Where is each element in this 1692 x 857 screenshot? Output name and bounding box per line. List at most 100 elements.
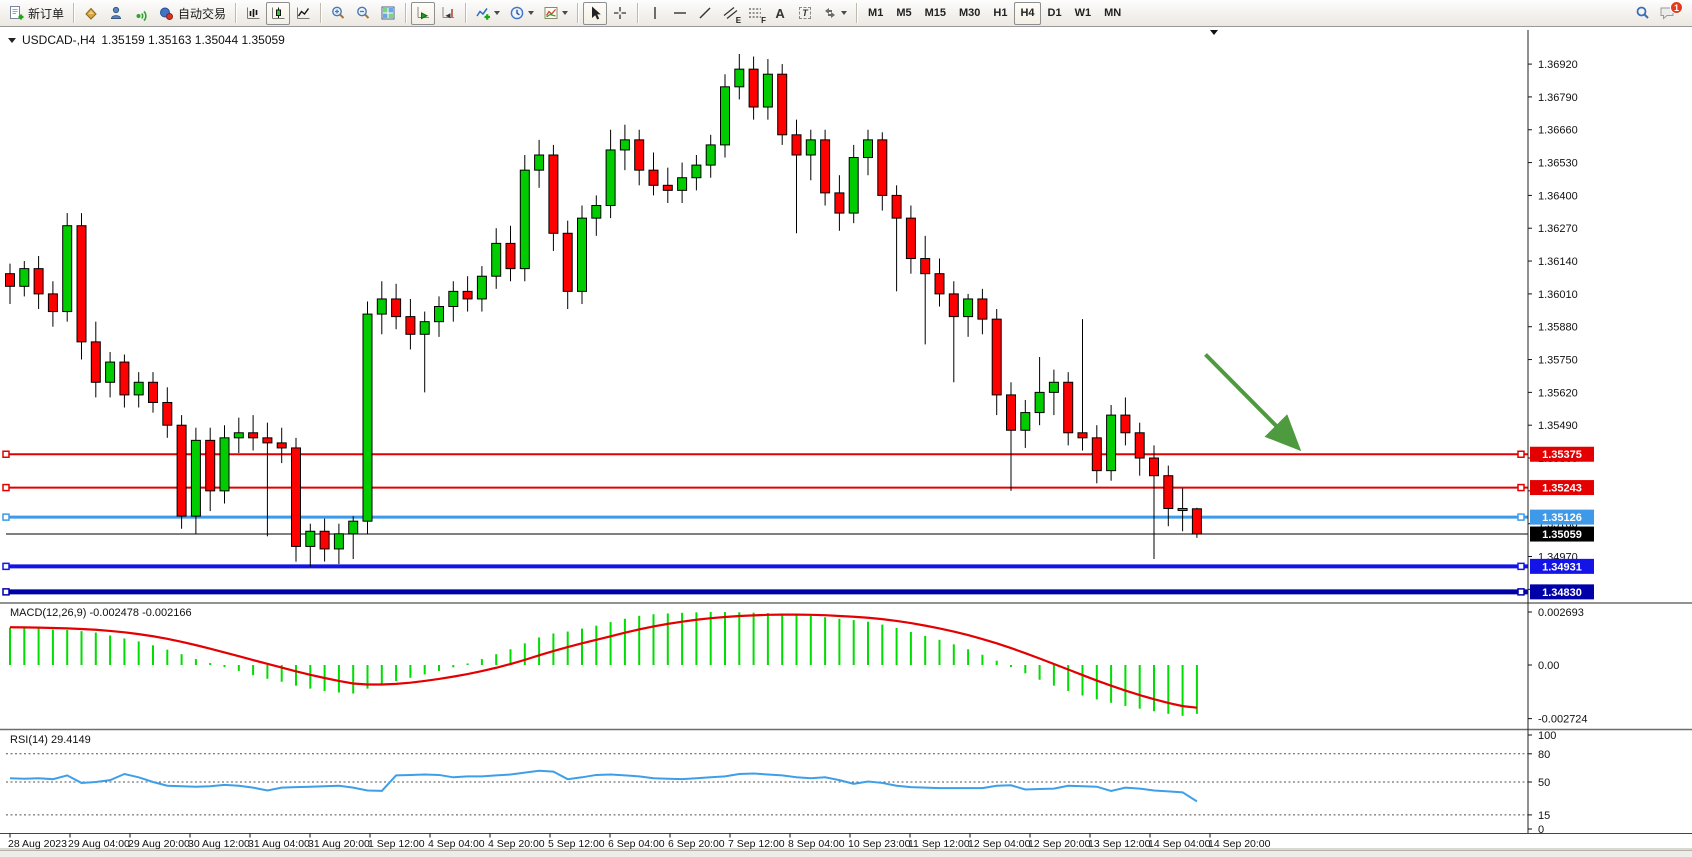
timeframe-m5[interactable]: M5 [896, 7, 912, 19]
separator [856, 3, 858, 23]
notifications-button[interactable]: 1 [1655, 0, 1683, 25]
separator [577, 3, 579, 23]
macd-pane: 0.002693 0.00 -0.002724 [9, 607, 1588, 726]
separator [73, 3, 75, 23]
text-label-icon: T [799, 7, 811, 19]
trendline-button[interactable] [693, 2, 717, 25]
dropdown-caret-icon [562, 11, 569, 15]
zoom-out-icon [355, 5, 371, 21]
zoom-in-button[interactable] [326, 2, 350, 25]
equidistant-channel-button[interactable]: E [718, 2, 742, 25]
vertical-line-icon [647, 5, 663, 21]
svg-text:50: 50 [1538, 777, 1550, 789]
svg-text:1.36660: 1.36660 [1538, 125, 1578, 137]
separator [465, 3, 467, 23]
auto-scroll-icon [415, 5, 431, 21]
timeframe-m15[interactable]: M15 [924, 7, 946, 19]
svg-text:0.00: 0.00 [1538, 660, 1559, 672]
svg-text:1.36010: 1.36010 [1538, 289, 1578, 301]
svg-text:1.35375: 1.35375 [1542, 449, 1582, 461]
svg-text:31 Aug 04:00: 31 Aug 04:00 [248, 838, 310, 850]
channel-icon [722, 5, 738, 21]
price-line-badges: 1.35375 1.35243 1.35126 1.35059 1.34931 1.348… [1530, 446, 1594, 600]
vertical-line-button[interactable] [643, 2, 667, 25]
arrows-button[interactable] [818, 2, 851, 25]
trend-arrow-annotation[interactable] [1204, 353, 1302, 452]
auto-trading-button[interactable]: 自动交易 [154, 2, 230, 25]
zoom-out-button[interactable] [351, 2, 375, 25]
indicators-button[interactable] [471, 2, 504, 25]
rsi-line [9, 769, 1198, 803]
templates-button[interactable] [539, 2, 572, 25]
svg-text:1.36530: 1.36530 [1538, 158, 1578, 170]
macd-indicator-label: MACD(12,26,9) -0.002478 -0.002166 [10, 607, 192, 619]
svg-text:11 Sep 12:00: 11 Sep 12:00 [908, 838, 970, 850]
signals-button[interactable] [129, 2, 153, 25]
chart-symbol-period: USDCAD-,H4 [22, 33, 96, 47]
dropdown-caret-icon [494, 11, 501, 15]
rsi-value: 29.4149 [50, 734, 91, 746]
candlestick-chart-button[interactable] [266, 1, 291, 25]
svg-text:1.36790: 1.36790 [1538, 92, 1578, 104]
line-chart-button[interactable] [291, 2, 315, 25]
fibo-sub-label: F [761, 15, 767, 25]
separator [637, 3, 639, 23]
svg-text:1.36920: 1.36920 [1538, 59, 1578, 71]
auto-trading-label: 自动交易 [178, 6, 227, 21]
chart-canvas[interactable]: 1.36920 1.36790 1.36660 1.36530 1.36400 1.362… [0, 27, 1692, 850]
navigator-button[interactable] [104, 2, 128, 25]
timeframe-m1[interactable]: M1 [868, 7, 884, 19]
crosshair-button[interactable] [608, 2, 632, 25]
svg-text:0: 0 [1538, 824, 1544, 836]
svg-text:1 Sep 12:00: 1 Sep 12:00 [368, 838, 425, 850]
svg-text:29 Aug 04:00: 29 Aug 04:00 [68, 838, 130, 850]
trendline-icon [697, 5, 713, 21]
clock-icon [509, 5, 525, 21]
periods-button[interactable] [505, 2, 538, 25]
svg-text:29 Aug 20:00: 29 Aug 20:00 [128, 838, 190, 850]
auto-scroll-button[interactable] [411, 1, 436, 25]
chart-shift-button[interactable] [436, 2, 460, 25]
auto-trading-icon [158, 5, 174, 21]
text-label-button[interactable]: T [793, 2, 817, 25]
candlestick-icon [270, 5, 286, 21]
timeframe-m30[interactable]: M30 [959, 7, 981, 19]
svg-text:1.35880: 1.35880 [1538, 322, 1578, 334]
svg-text:1.35490: 1.35490 [1538, 420, 1578, 432]
svg-text:4 Sep 04:00: 4 Sep 04:00 [428, 838, 485, 850]
chart-ohlc-values: 1.35159 1.35163 1.35044 1.35059 [101, 33, 285, 47]
dropdown-caret-icon [528, 11, 535, 15]
timeframe-d1[interactable]: D1 [1047, 7, 1062, 19]
text-button[interactable]: A [768, 2, 792, 25]
tile-windows-button[interactable] [376, 2, 400, 25]
chart-menu-caret-icon[interactable] [8, 37, 16, 43]
timeframe-h4[interactable]: H4 [1014, 1, 1041, 25]
separator [405, 3, 407, 23]
chart-shift-icon [440, 5, 456, 21]
cursor-button[interactable] [583, 1, 608, 25]
timeframe-mn[interactable]: MN [1104, 7, 1122, 19]
line-chart-icon [295, 5, 311, 21]
pane-separators[interactable] [0, 30, 1692, 850]
macd-signal-line [9, 613, 1198, 709]
search-button[interactable] [1630, 2, 1654, 25]
fibonacci-button[interactable]: F [743, 2, 767, 25]
svg-text:1.35059: 1.35059 [1542, 529, 1582, 541]
svg-text:0.002693: 0.002693 [1538, 607, 1584, 619]
svg-text:6 Sep 20:00: 6 Sep 20:00 [668, 838, 725, 850]
market-watch-button[interactable] [79, 2, 103, 25]
dropdown-caret-icon [841, 11, 848, 15]
horizontal-lines[interactable] [2, 450, 1528, 596]
chart-window[interactable]: 1.36920 1.36790 1.36660 1.36530 1.36400 1.362… [0, 27, 1692, 850]
separator [320, 3, 322, 23]
bar-chart-button[interactable] [241, 2, 265, 25]
svg-text:14 Sep 04:00: 14 Sep 04:00 [1148, 838, 1211, 850]
horizontal-line-button[interactable] [668, 2, 692, 25]
timeframe-h1[interactable]: H1 [993, 7, 1008, 19]
chart-dropdown-icon[interactable] [1210, 30, 1218, 35]
timeframe-w1[interactable]: W1 [1074, 7, 1092, 19]
svg-text:10 Sep 23:00: 10 Sep 23:00 [848, 838, 911, 850]
new-order-button[interactable]: 新订单 [4, 2, 68, 25]
